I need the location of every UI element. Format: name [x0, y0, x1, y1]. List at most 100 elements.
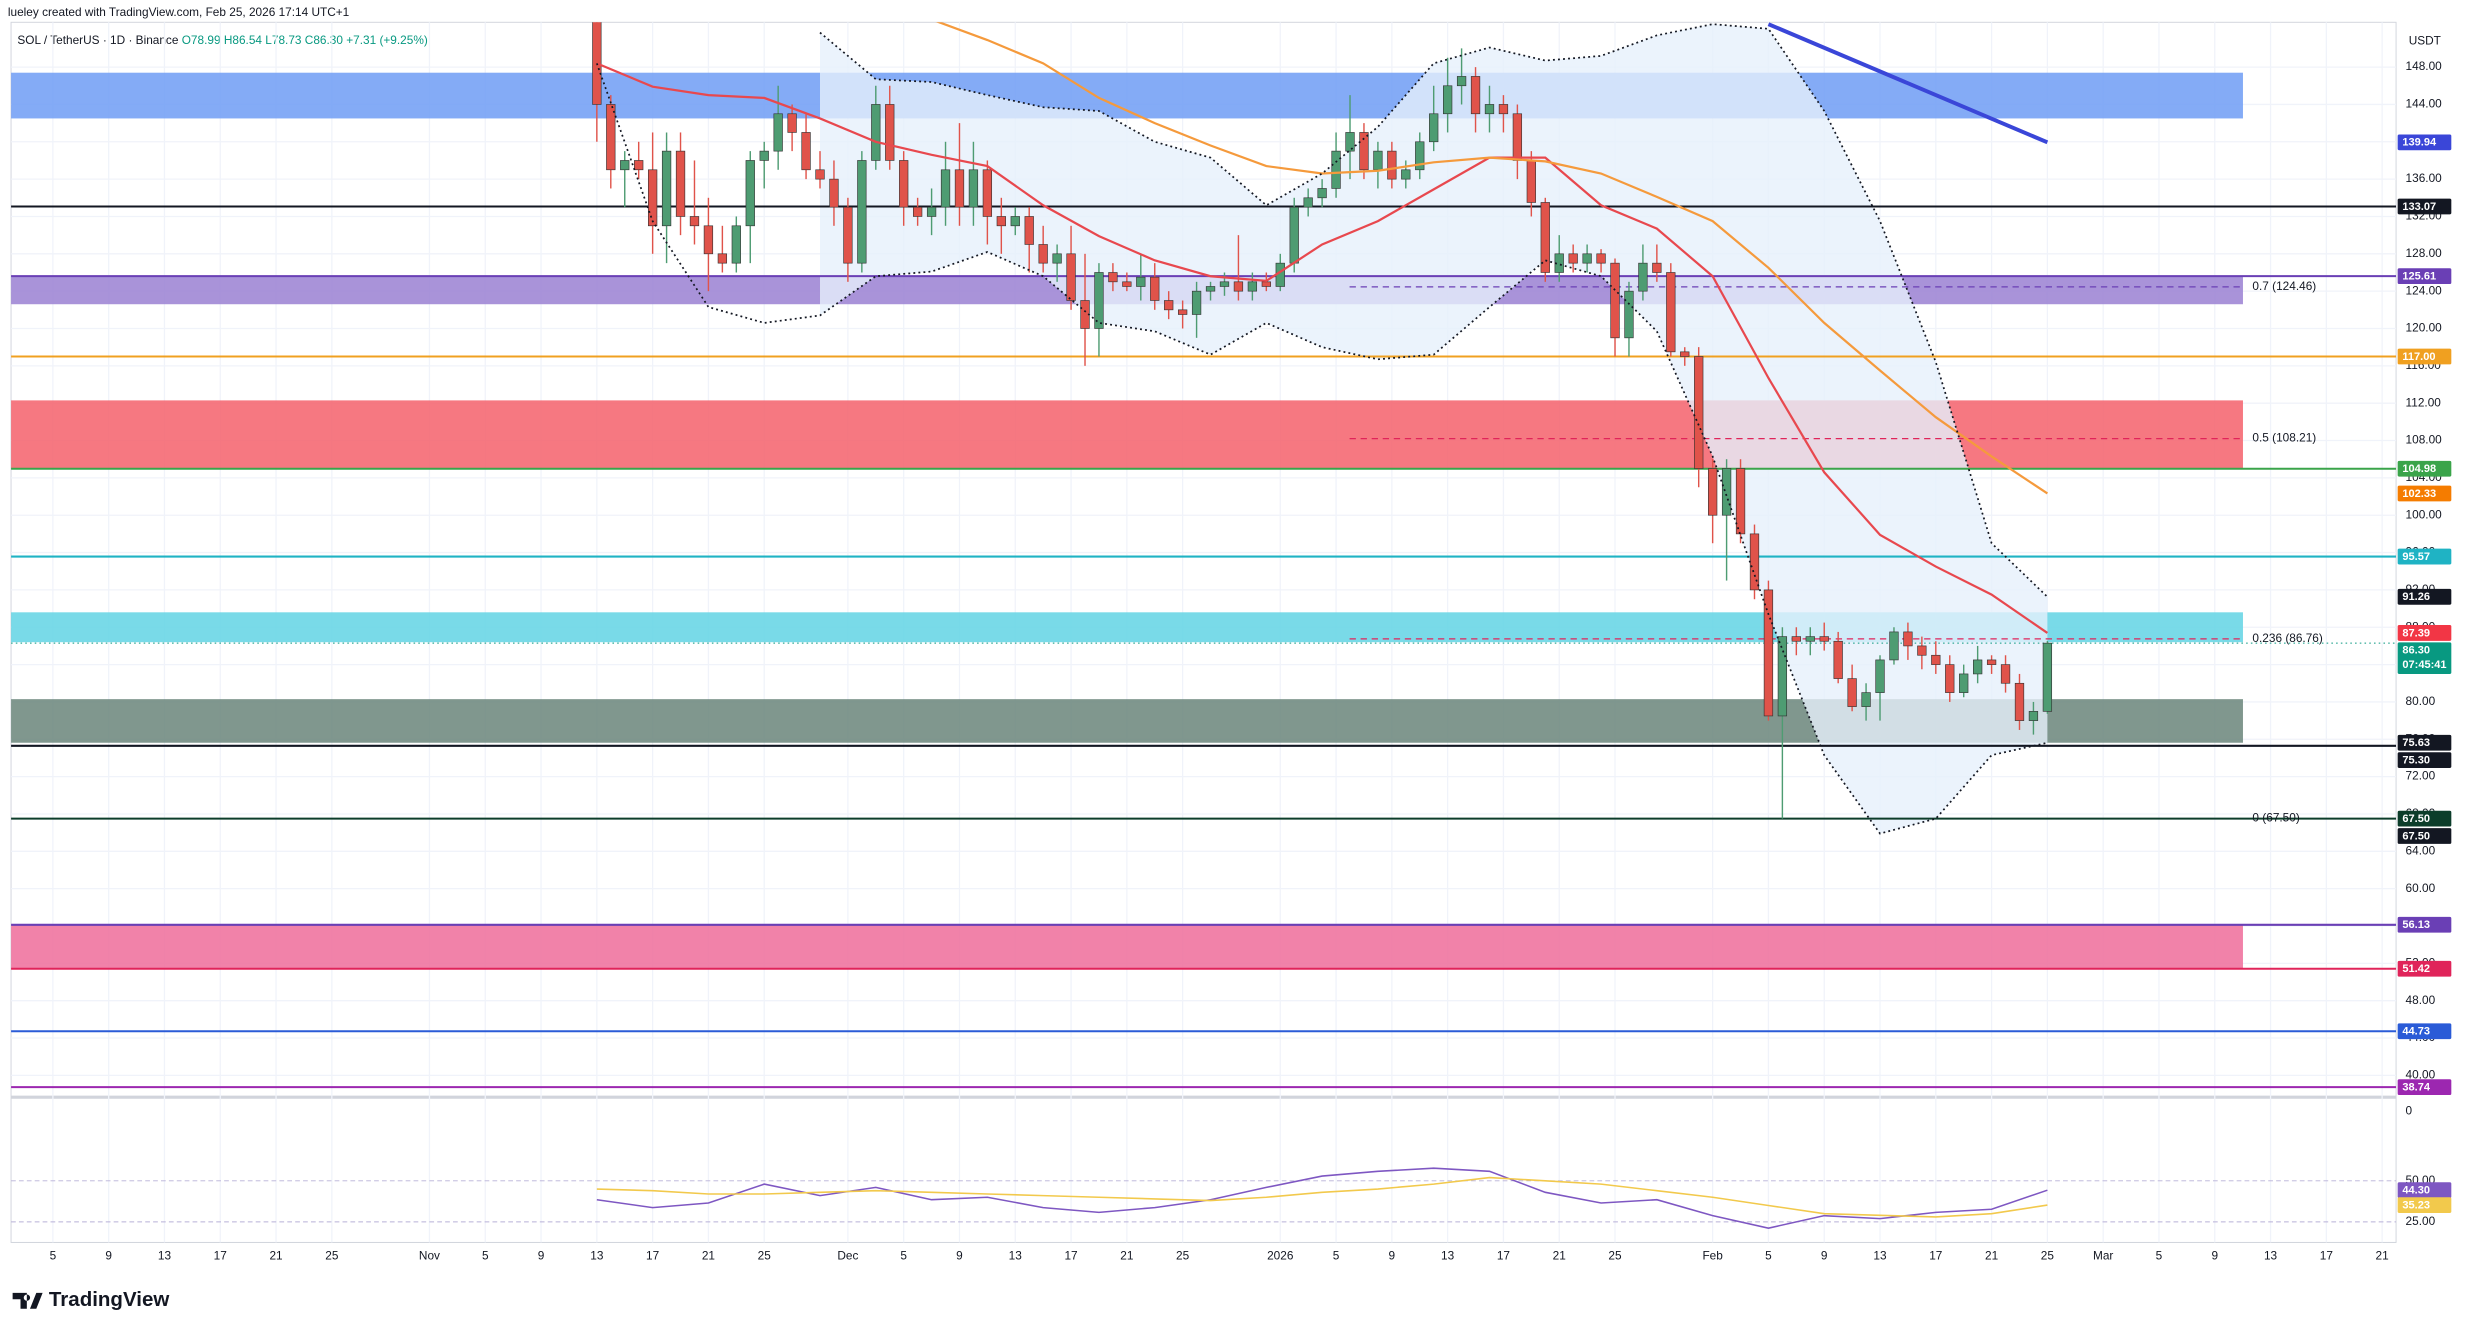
candle-body [1638, 262, 1648, 292]
candle-body [1680, 351, 1690, 357]
x-tick-label: 21 [1120, 1249, 1133, 1263]
candle-body [647, 169, 658, 227]
candle-body [829, 178, 839, 208]
price-tag [2397, 1023, 2452, 1040]
candle-body [606, 104, 616, 171]
price-tag [2397, 916, 2452, 933]
candle-body [1931, 654, 1941, 665]
y-tick-label: 148.00 [2406, 59, 2443, 73]
series-line [596, 63, 2048, 835]
ohlc-change: +7.31 (+9.25%) [346, 33, 428, 47]
price-tag-label: 86.30 [2402, 645, 2430, 657]
candle-body [801, 132, 811, 171]
x-tick-label: 5 [1333, 1249, 1340, 1263]
candle-body [1205, 286, 1216, 292]
candle-body [1554, 253, 1564, 273]
price-tag-label: 139.94 [2402, 137, 2437, 149]
price-tag [2397, 752, 2452, 768]
candle-body [1805, 636, 1815, 642]
candle-body [1889, 631, 1899, 661]
candle-body [1010, 216, 1020, 227]
x-tick-label: 2026 [1267, 1249, 1294, 1263]
price-tag-label: 56.13 [2402, 919, 2430, 931]
rsi-pane [11, 1167, 2397, 1229]
candle-body [1875, 659, 1885, 693]
candle-body [1596, 253, 1606, 264]
candle-body [1038, 244, 1048, 264]
x-tick-label: 13 [590, 1249, 604, 1263]
x-tick-label: 17 [2320, 1249, 2333, 1263]
x-tick-label: 9 [956, 1249, 963, 1263]
candle-body [1373, 150, 1383, 171]
y-tick-label: 100.00 [2406, 507, 2443, 521]
logo-text[interactable]: TradingView [49, 1288, 169, 1311]
x-tick-label: Mar [2093, 1249, 2113, 1263]
candle-body [1986, 659, 1997, 665]
candle-body [1233, 281, 1244, 292]
x-tick-label: 17 [646, 1249, 659, 1263]
fib-label: 0.5 (108.21) [2252, 431, 2316, 445]
rsi-tag [2397, 1182, 2452, 1199]
candle-body [1024, 216, 1034, 245]
price-tag [2397, 198, 2452, 215]
candle-body [899, 160, 909, 208]
candle-body [1819, 636, 1829, 642]
candle-body [1108, 272, 1118, 283]
y-tick-label: 112.00 [2406, 395, 2442, 409]
candle-body [1094, 272, 1104, 329]
candle-body [1861, 692, 1871, 707]
candle-body [1443, 85, 1453, 115]
y-tick-label: 120.00 [2406, 321, 2443, 335]
x-tick-label: Nov [419, 1249, 440, 1263]
x-tick-label: 21 [1985, 1249, 1998, 1263]
symbol-title: SOL / TetherUS · 1D · Binance [17, 33, 178, 47]
price-tag [2397, 588, 2452, 605]
price-tag [2397, 348, 2452, 365]
candle-body [1387, 150, 1397, 180]
candle-body [1178, 309, 1188, 315]
x-tick-label: 9 [1821, 1249, 1828, 1263]
candle-body [1694, 356, 1704, 469]
price-tag-label: 104.98 [2402, 463, 2436, 475]
candle-body [1303, 197, 1313, 208]
y-tick-label: 48.00 [2406, 993, 2436, 1007]
candle-body [787, 113, 797, 133]
candle-body [675, 150, 686, 217]
candle-body [1052, 253, 1062, 264]
price-tag [2397, 625, 2452, 641]
price-tag-label: 75.30 [2402, 754, 2430, 766]
candle-body [1164, 300, 1174, 311]
price-tag [2397, 810, 2452, 827]
candle-body [954, 169, 965, 208]
candle-body [745, 160, 755, 227]
price-tag [2397, 642, 2452, 674]
candle-body [1470, 76, 1481, 115]
candle-body [661, 150, 672, 227]
price-tag-label: 133.07 [2402, 201, 2436, 213]
candle-body [1415, 141, 1425, 171]
candle-body [843, 206, 853, 264]
x-tick-label: 5 [2156, 1249, 2163, 1263]
candle-body [2000, 664, 2011, 684]
candle-body [773, 113, 783, 152]
x-tick-label: 17 [1929, 1249, 1942, 1263]
price-tag-label: 67.50 [2402, 830, 2430, 842]
x-tick-label: 25 [1176, 1249, 1190, 1263]
candle-body [1331, 150, 1341, 189]
price-tag-label: 51.42 [2402, 963, 2430, 975]
candle-body [1191, 290, 1202, 315]
candle-body [1456, 76, 1467, 87]
price-tag-label: 67.50 [2402, 813, 2430, 825]
candle-body [1484, 104, 1495, 115]
ohlc-high: H86.54 [224, 33, 263, 47]
price-tag-label: 91.26 [2402, 591, 2430, 603]
x-tick-label: 17 [1497, 1249, 1510, 1263]
y-tick-label: 64.00 [2406, 843, 2436, 857]
candle-body [1136, 276, 1146, 287]
candle-body [1429, 113, 1439, 143]
candle-body [996, 216, 1006, 227]
series-line [596, 1167, 2048, 1229]
candle-body [689, 216, 700, 227]
x-tick-label: Dec [837, 1249, 858, 1263]
